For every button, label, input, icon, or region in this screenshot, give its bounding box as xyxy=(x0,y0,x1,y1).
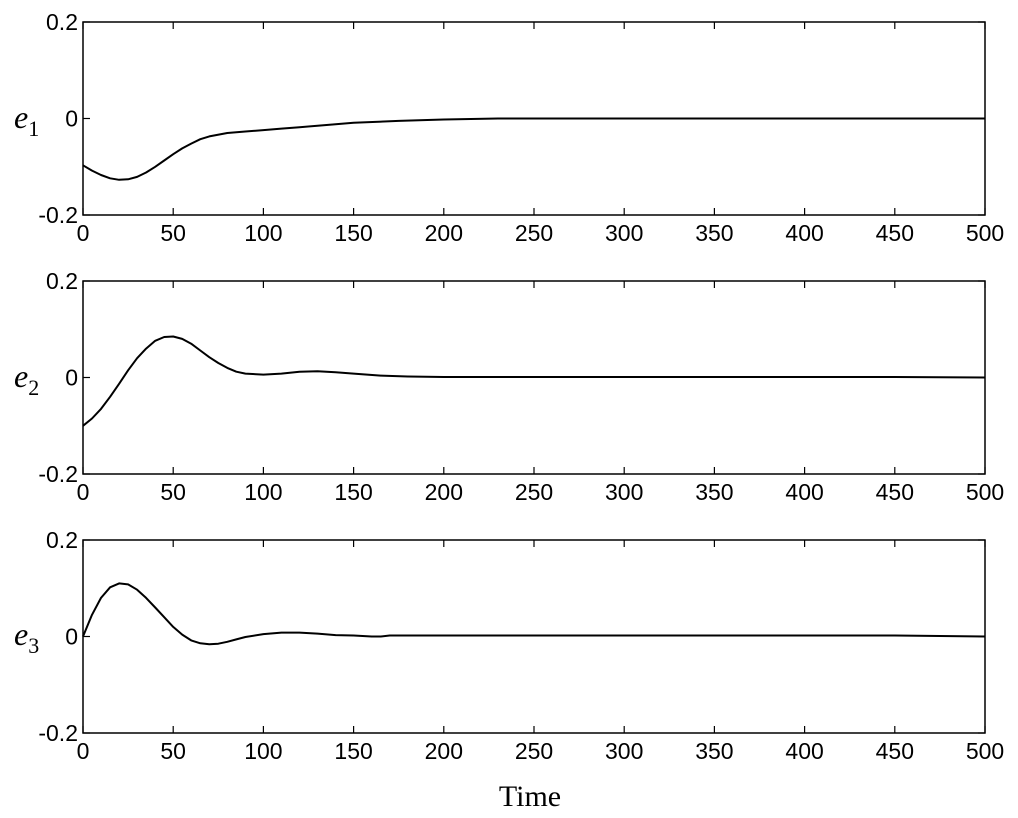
subplot-1: 0 50 100 150 200 250 300 350 400 450 500-0.200.2 e… xyxy=(14,9,1004,246)
x-tick-label: 250 xyxy=(515,738,553,764)
tick-labels-1: 0 50 100 150 200 250 300 350 400 450 500-0.200.2 xyxy=(38,9,1004,246)
y-axis-label-sub-2: 2 xyxy=(28,375,39,400)
x-tick-label: 150 xyxy=(334,479,372,505)
tick-labels-3: 0 50 100 150 200 250 300 350 400 450 500-0.200.2 xyxy=(38,527,1004,764)
ticks-2 xyxy=(82,280,986,475)
y-tick-label: 0.2 xyxy=(46,527,78,553)
y-axis-label-1: e1 xyxy=(14,99,39,141)
x-tick-label: 450 xyxy=(876,479,914,505)
x-tick-label: 500 xyxy=(966,738,1004,764)
y-tick-label: 0.2 xyxy=(46,268,78,294)
y-axis-label-3: e3 xyxy=(14,616,39,658)
x-tick-label: 350 xyxy=(695,738,733,764)
y-axis-label-main-2: e xyxy=(14,358,28,394)
y-tick-label: -0.2 xyxy=(38,461,78,487)
x-tick-label: 200 xyxy=(425,220,463,246)
y-tick-label: 0 xyxy=(65,624,78,650)
y-tick-label: 0 xyxy=(65,365,78,391)
y-tick-label: 0 xyxy=(65,106,78,132)
x-tick-label: 500 xyxy=(966,479,1004,505)
x-tick-label: 350 xyxy=(695,479,733,505)
x-tick-label: 50 xyxy=(160,738,186,764)
x-tick-label: 400 xyxy=(785,479,823,505)
x-tick-label: 150 xyxy=(334,220,372,246)
x-tick-label: 200 xyxy=(425,479,463,505)
x-tick-label: 100 xyxy=(244,738,282,764)
x-tick-label: 50 xyxy=(160,479,186,505)
x-tick-label: 150 xyxy=(334,738,372,764)
x-tick-label: 450 xyxy=(876,738,914,764)
x-tick-label: 450 xyxy=(876,220,914,246)
x-tick-label: 200 xyxy=(425,738,463,764)
x-tick-label: 500 xyxy=(966,220,1004,246)
x-tick-label: 300 xyxy=(605,738,643,764)
y-axis-label-main-3: e xyxy=(14,616,28,652)
subplot-3: 0 50 100 150 200 250 300 350 400 450 500-0.200.2 e… xyxy=(14,527,1004,764)
x-tick-label: 300 xyxy=(605,220,643,246)
x-tick-label: 400 xyxy=(785,220,823,246)
tick-labels-2: 0 50 100 150 200 250 300 350 400 450 500-0.200.2 xyxy=(38,268,1004,505)
x-tick-label: 100 xyxy=(244,479,282,505)
x-tick-label: 400 xyxy=(785,738,823,764)
y-axis-label-sub-3: 3 xyxy=(28,633,39,658)
y-axis-label-2: e2 xyxy=(14,358,39,400)
series-line-2 xyxy=(82,335,986,427)
y-tick-label: -0.2 xyxy=(38,202,78,228)
subplot-2: 0 50 100 150 200 250 300 350 400 450 500-0.200.2 e… xyxy=(14,268,1004,505)
x-axis-label: Time xyxy=(499,780,561,813)
series-line-3 xyxy=(82,582,986,646)
x-tick-label: 350 xyxy=(695,220,733,246)
y-axis-label-main-1: e xyxy=(14,99,28,135)
x-tick-label: 50 xyxy=(160,220,186,246)
y-axis-label-sub-1: 1 xyxy=(28,116,39,141)
x-tick-label: 300 xyxy=(605,479,643,505)
x-tick-label: 250 xyxy=(515,479,553,505)
x-tick-label: 100 xyxy=(244,220,282,246)
x-tick-label: 0 xyxy=(77,479,90,505)
y-tick-label: 0.2 xyxy=(46,9,78,35)
x-tick-label: 0 xyxy=(77,220,90,246)
y-tick-label: -0.2 xyxy=(38,720,78,746)
x-tick-label: 0 xyxy=(77,738,90,764)
series-line-1 xyxy=(82,117,985,181)
x-tick-label: 250 xyxy=(515,220,553,246)
ticks-1 xyxy=(82,21,986,216)
